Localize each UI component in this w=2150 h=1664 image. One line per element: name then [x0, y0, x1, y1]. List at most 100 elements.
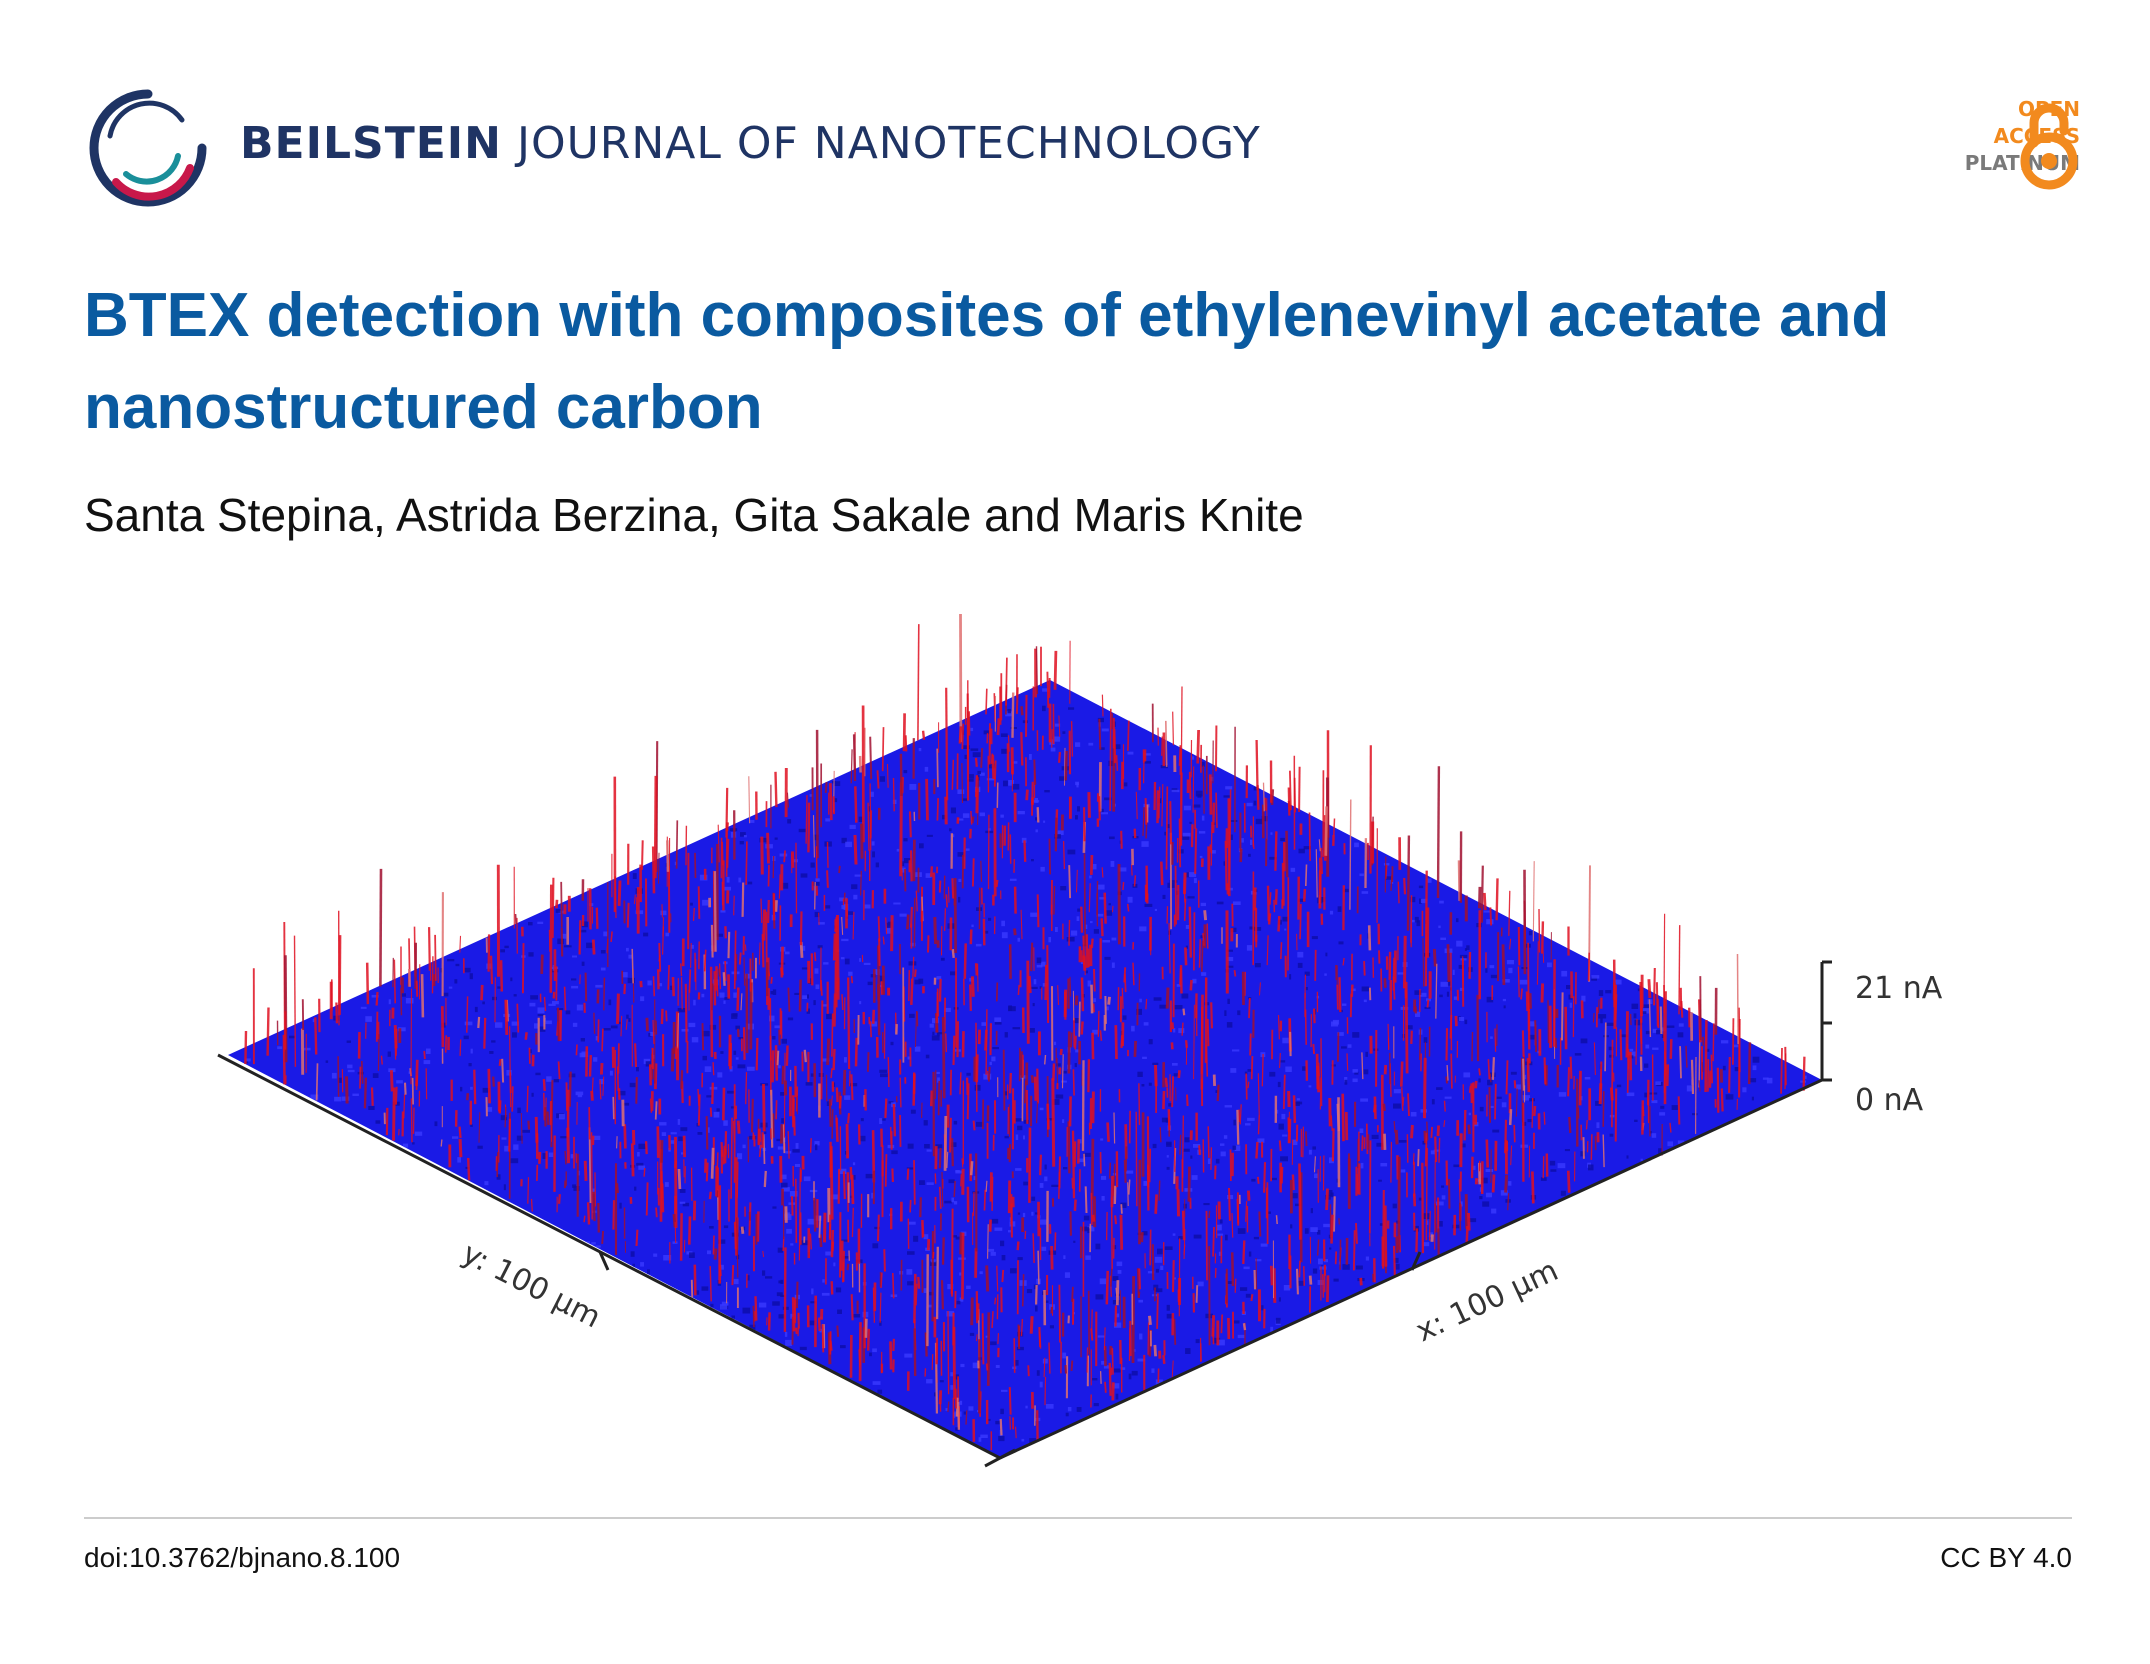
surface-speckle: [1596, 1122, 1600, 1129]
surface-speckle: [777, 1247, 783, 1253]
current-peak: [1331, 1128, 1335, 1162]
surface-speckle: [1304, 1228, 1309, 1234]
surface-speckle: [579, 1052, 586, 1058]
surface-speckle: [1055, 927, 1058, 932]
current-peak: [393, 1025, 398, 1049]
current-peak: [854, 1037, 858, 1067]
current-peak: [643, 1168, 646, 1177]
current-peak: [549, 884, 553, 993]
current-peak: [1001, 1269, 1005, 1283]
surface-speckle: [935, 1144, 943, 1149]
surface-speckle: [1085, 970, 1088, 974]
current-peak: [1361, 1052, 1364, 1080]
current-peak: [612, 1096, 615, 1120]
current-peak: [1459, 1202, 1462, 1231]
current-peak: [812, 815, 815, 858]
current-peak: [1008, 1387, 1012, 1415]
surface-speckle: [702, 1030, 710, 1037]
surface-speckle: [1506, 960, 1514, 965]
surface-speckle: [825, 905, 831, 909]
current-peak: [550, 1113, 552, 1142]
current-peak: [1266, 935, 1269, 966]
surface-speckle: [1059, 776, 1067, 781]
surface-speckle: [593, 1057, 598, 1062]
surface-speckle: [879, 1320, 882, 1326]
surface-speckle: [716, 1108, 720, 1112]
surface-speckle: [814, 968, 819, 974]
current-peak: [850, 975, 854, 984]
current-peak: [710, 924, 714, 958]
surface-speckle: [610, 1025, 618, 1029]
current-peak: [1392, 976, 1396, 1000]
surface-speckle: [1566, 985, 1571, 990]
current-peak: [1173, 1318, 1177, 1345]
surface-speckle: [1458, 1017, 1465, 1021]
current-peak: [1541, 921, 1545, 954]
current-peak: [1446, 944, 1451, 982]
surface-speckle: [1021, 1438, 1025, 1442]
current-peak: [1332, 1196, 1336, 1232]
surface-speckle: [1166, 1313, 1174, 1319]
current-peak: [1127, 720, 1130, 751]
surface-speckle: [1233, 901, 1241, 905]
current-peak: [1148, 1315, 1152, 1326]
current-peak: [1072, 1069, 1075, 1096]
current-peak: [985, 1009, 988, 1075]
surface-speckle: [926, 834, 933, 837]
current-peak: [858, 755, 862, 773]
current-peak: [1233, 969, 1237, 977]
surface-speckle: [765, 1276, 773, 1279]
current-peak: [1587, 952, 1590, 981]
surface-speckle: [1678, 1023, 1684, 1027]
current-peak: [1138, 1083, 1141, 1126]
surface-speckle: [1173, 1073, 1179, 1077]
current-peak: [1036, 1068, 1039, 1104]
surface-speckle: [1363, 999, 1367, 1003]
current-peak: [1070, 1360, 1074, 1371]
surface-speckle: [482, 1087, 491, 1093]
surface-speckle: [987, 1248, 995, 1252]
surface-speckle: [810, 862, 815, 868]
surface-speckle: [1290, 1224, 1293, 1229]
surface-speckle: [1019, 1075, 1028, 1079]
current-peak: [375, 991, 379, 1006]
current-peak: [1517, 966, 1520, 998]
current-peak: [1547, 1000, 1550, 1044]
current-peak: [805, 795, 808, 844]
current-peak: [1133, 828, 1137, 839]
current-peak: [1159, 1127, 1162, 1143]
surface-speckle: [1749, 1078, 1757, 1083]
surface-speckle: [1110, 861, 1115, 867]
current-peak: [527, 1120, 531, 1130]
surface-speckle: [310, 1094, 319, 1100]
current-peak: [1430, 1126, 1433, 1138]
surface-speckle: [1510, 1071, 1517, 1075]
surface-speckle: [879, 1118, 883, 1124]
current-peak: [929, 866, 934, 877]
surface-speckle: [1083, 1152, 1091, 1157]
surface-speckle: [1055, 1094, 1064, 1099]
surface-speckle: [1508, 967, 1513, 974]
current-peak: [1434, 1160, 1436, 1250]
surface-speckle: [501, 1137, 507, 1140]
surface-speckle: [1142, 1056, 1147, 1059]
surface-speckle: [517, 1107, 521, 1114]
surface-speckle: [704, 1066, 712, 1072]
surface-speckle: [1048, 937, 1051, 943]
current-peak: [1478, 1068, 1481, 1076]
current-peak: [851, 1207, 854, 1238]
surface-speckle: [904, 1353, 913, 1358]
surface-speckle: [970, 748, 979, 751]
current-peak: [974, 757, 978, 767]
surface-speckle: [838, 1168, 847, 1174]
current-peak: [701, 1023, 705, 1051]
surface-speckle: [994, 1017, 1002, 1022]
y-axis-label: y: 100 µm: [456, 1236, 606, 1335]
surface-speckle: [277, 1046, 283, 1050]
current-peak: [961, 1158, 964, 1168]
surface-speckle: [950, 1385, 956, 1390]
surface-speckle: [801, 967, 809, 970]
surface-speckle: [1652, 1047, 1659, 1050]
surface-speckle: [1099, 747, 1105, 750]
current-peak: [1680, 1000, 1684, 1018]
